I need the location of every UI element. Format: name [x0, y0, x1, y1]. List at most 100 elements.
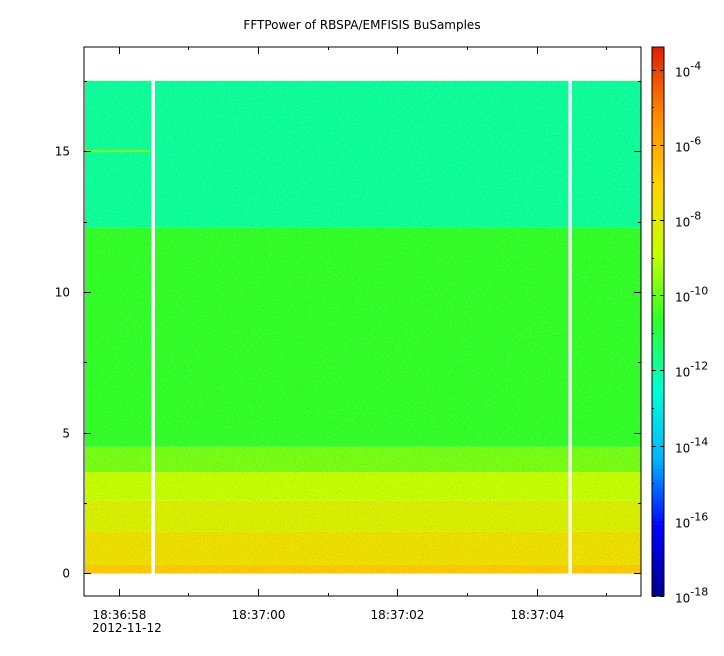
colorbar-swatch: [652, 336, 664, 341]
colorbar-swatch: [652, 366, 664, 371]
colorbar-swatch: [652, 114, 664, 120]
colorbar-swatch: [652, 204, 664, 210]
colorbar-swatch: [652, 370, 664, 375]
colorbar-swatch: [652, 535, 664, 541]
colorbar-swatch: [652, 88, 664, 93]
colorbar-swatch: [652, 509, 664, 514]
colorbar-swatch: [652, 464, 664, 469]
colorbar-swatch: [652, 385, 664, 390]
colorbar-swatch: [652, 347, 664, 353]
colorbar-swatch: [652, 400, 664, 405]
colorbar-swatch: [652, 362, 664, 368]
colorbar-swatch: [652, 47, 664, 52]
colorbar-swatch: [652, 107, 664, 112]
axes: 0 5 10 15 18:36:58 18:37:00 18:37:02 18:37:04: [55, 46, 642, 622]
colorbar-swatch: [652, 208, 664, 214]
colorbar-swatch: [652, 77, 664, 82]
colorbar-swatch: [652, 415, 664, 420]
colorbar-swatch: [652, 517, 664, 522]
colorbar-swatch: [652, 163, 664, 168]
colorbar-swatch: [652, 216, 664, 221]
colorbar-swatch: [652, 498, 664, 503]
colorbar-swatch: [652, 479, 664, 484]
colorbar-swatch: [652, 344, 664, 349]
colorbar-swatch: [652, 283, 664, 289]
colorbar-swatch: [652, 351, 664, 356]
spectrogram-texture: [85, 80, 641, 574]
colorbar-swatch: [652, 438, 664, 443]
colorbar: 10-4 10-6 10-8 10-10 10-12 10-14 10-16 10-18: [651, 46, 708, 606]
colorbar-tick-label: 10-12: [675, 360, 708, 380]
colorbar-swatch: [652, 295, 664, 300]
colorbar-swatch: [652, 584, 664, 590]
colorbar-swatch: [652, 453, 664, 458]
colorbar-swatch: [652, 261, 664, 266]
colorbar-swatch: [652, 73, 664, 78]
colorbar-swatch: [652, 411, 664, 417]
x-axis-date-label: 2012-11-12: [92, 621, 162, 635]
colorbar-swatch: [652, 280, 664, 285]
colorbar-swatch: [652, 381, 664, 387]
colorbar-swatch: [652, 253, 664, 259]
colorbar-swatch: [652, 340, 664, 345]
colorbar-swatch: [652, 148, 664, 153]
colorbar-swatch: [652, 524, 664, 529]
colorbar-swatch: [652, 118, 664, 123]
colorbar-swatch: [652, 490, 664, 496]
y-tick-label: 10: [55, 286, 70, 300]
colorbar-swatch: [652, 355, 664, 360]
colorbar-swatch: [652, 156, 664, 161]
plot-frame: [83, 46, 642, 597]
colorbar-swatch: [652, 99, 664, 105]
colorbar-frame: [651, 46, 665, 597]
colorbar-swatch: [652, 110, 664, 116]
colorbar-tick-label: 10-6: [675, 135, 701, 155]
colorbar-swatch: [652, 122, 664, 127]
colorbar-swatch: [652, 543, 664, 548]
colorbar-tick-label: 10-18: [675, 586, 708, 606]
colorbar-swatch: [652, 182, 664, 187]
colorbar-swatch: [652, 329, 664, 334]
colorbar-tick-label: 10-16: [675, 511, 708, 531]
colorbar-swatch: [652, 471, 664, 477]
colorbar-swatch: [652, 505, 664, 511]
y-tick-label: 0: [62, 567, 70, 581]
colorbar-swatch: [652, 250, 664, 255]
colorbar-swatch: [652, 494, 664, 499]
colorbar-swatch: [652, 219, 664, 225]
colorbar-swatch: [652, 231, 664, 236]
colorbar-swatch: [652, 276, 664, 281]
colorbar-swatch: [652, 359, 664, 364]
colorbar-swatch: [652, 223, 664, 229]
colorbar-swatch: [652, 227, 664, 232]
data-gap-1: [568, 80, 572, 574]
colorbar-swatch: [652, 69, 664, 74]
colorbar-swatch: [652, 460, 664, 465]
colorbar-swatch: [652, 569, 664, 575]
colorbar-swatch: [652, 392, 664, 398]
colorbar-swatch: [652, 434, 664, 439]
colorbar-swatch: [652, 92, 664, 97]
colorbar-swatch: [652, 95, 664, 101]
colorbar-swatch: [652, 257, 664, 262]
colorbar-swatch: [652, 501, 664, 507]
colorbar-swatch: [652, 396, 664, 402]
x-tick-label: 18:37:00: [232, 608, 286, 622]
data-gap-0: [151, 80, 155, 574]
colorbar-swatch: [652, 306, 664, 311]
colorbar-swatch: [652, 65, 664, 71]
colorbar-swatch: [652, 547, 664, 552]
x-tick-label: 18:37:04: [511, 608, 565, 622]
colorbar-swatch: [652, 565, 664, 571]
colorbar-tick-label: 10-10: [675, 285, 708, 305]
colorbar-tick-label: 10-14: [675, 436, 708, 456]
colorbar-swatch: [652, 272, 664, 277]
colorbar-swatch: [652, 58, 664, 63]
colorbar-swatch: [652, 186, 664, 191]
colorbar-swatch: [652, 332, 664, 338]
colorbar-swatch: [652, 426, 664, 432]
colorbar-swatch: [652, 125, 664, 131]
colorbar-swatch: [652, 201, 664, 206]
colorbar-swatch: [652, 287, 664, 293]
